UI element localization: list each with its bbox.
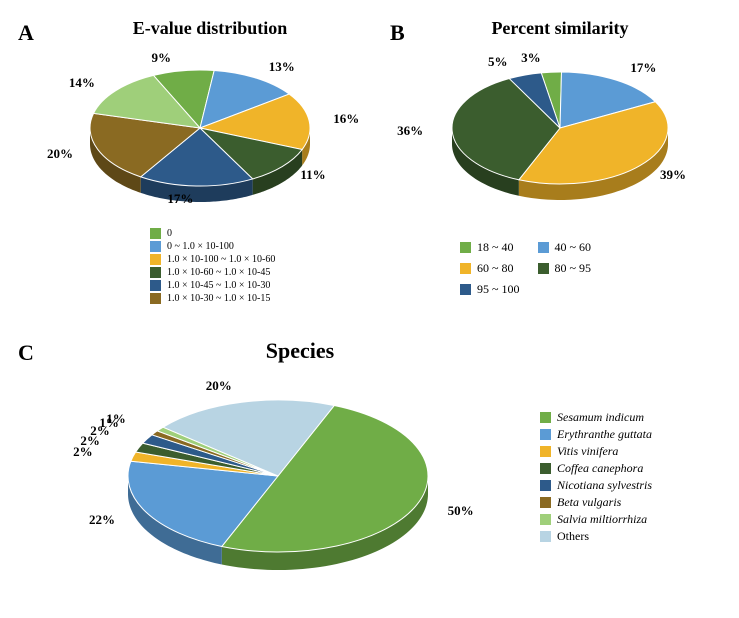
legend-swatch [460, 263, 471, 274]
panel-b-title: Percent similarity [450, 18, 670, 39]
slice-percent-label: 3% [521, 50, 541, 66]
legend-item: 0 ~ 1.0 × 10-100 [150, 241, 275, 252]
legend-label: Erythranthe guttata [557, 427, 652, 442]
legend-label: 1.0 × 10-45 ~ 1.0 × 10-30 [167, 280, 270, 291]
legend-swatch [540, 429, 551, 440]
legend-swatch [540, 412, 551, 423]
legend-label: 0 [167, 228, 172, 239]
legend-item: 1.0 × 10-30 ~ 1.0 × 10-15 [150, 293, 275, 304]
legend-item: 18 ~ 40 [460, 240, 520, 255]
slice-percent-label: 17% [630, 60, 656, 76]
legend-swatch [150, 228, 161, 239]
slice-percent-label: 17% [167, 191, 193, 207]
slice-percent-label: 39% [660, 167, 686, 183]
panel-a-pie [70, 50, 330, 220]
slice-percent-label: 5% [488, 54, 508, 70]
legend-label: 1.0 × 10-30 ~ 1.0 × 10-15 [167, 293, 270, 304]
slice-percent-label: 20% [47, 146, 73, 162]
slice-percent-label: 1% [106, 411, 126, 427]
panel-c-label: C [18, 340, 34, 366]
legend-swatch [538, 263, 549, 274]
legend-swatch [150, 254, 161, 265]
legend-label: Salvia miltiorrhiza [557, 512, 647, 527]
legend-item: Vitis vinifera [540, 444, 652, 459]
legend-label: 1.0 × 10-100 ~ 1.0 × 10-60 [167, 254, 275, 265]
legend-label: Others [557, 529, 589, 544]
legend-item: Coffea canephora [540, 461, 652, 476]
legend-swatch [150, 241, 161, 252]
panel-c-pie [100, 380, 440, 590]
legend-item: 1.0 × 10-60 ~ 1.0 × 10-45 [150, 267, 275, 278]
legend-swatch [540, 531, 551, 542]
legend-swatch [150, 280, 161, 291]
slice-percent-label: 9% [151, 50, 171, 66]
panel-c-legend: Sesamum indicum Erythranthe guttata Vitis … [540, 410, 652, 546]
legend-label: Sesamum indicum [557, 410, 644, 425]
panel-b-label: B [390, 20, 405, 46]
legend-label: 40 ~ 60 [555, 240, 592, 255]
legend-swatch [540, 480, 551, 491]
legend-item: 1.0 × 10-100 ~ 1.0 × 10-60 [150, 254, 275, 265]
slice-percent-label: 50% [448, 503, 474, 519]
panel-c-title: Species [230, 338, 370, 364]
legend-label: 1.0 × 10-60 ~ 1.0 × 10-45 [167, 267, 270, 278]
legend-item: 80 ~ 95 [538, 261, 592, 276]
panel-b-legend: 18 ~ 40 40 ~ 60 60 ~ 80 80 ~ 95 95 ~ 100 [460, 240, 591, 299]
legend-swatch [540, 497, 551, 508]
legend-item: 0 [150, 228, 275, 239]
slice-percent-label: 14% [69, 75, 95, 91]
legend-swatch [538, 242, 549, 253]
legend-item: Erythranthe guttata [540, 427, 652, 442]
panel-a-title: E-value distribution [90, 18, 330, 39]
legend-item: 95 ~ 100 [460, 282, 520, 297]
slice-percent-label: 22% [89, 512, 115, 528]
legend-label: 95 ~ 100 [477, 282, 520, 297]
legend-item: Nicotiana sylvestris [540, 478, 652, 493]
legend-label: Nicotiana sylvestris [557, 478, 652, 493]
legend-item: 60 ~ 80 [460, 261, 520, 276]
slice-percent-label: 11% [300, 167, 325, 183]
legend-item: Beta vulgaris [540, 495, 652, 510]
slice-percent-label: 20% [206, 378, 232, 394]
legend-label: 0 ~ 1.0 × 10-100 [167, 241, 234, 252]
legend-swatch [150, 267, 161, 278]
slice-percent-label: 13% [269, 59, 295, 75]
legend-swatch [150, 293, 161, 304]
slice-percent-label: 36% [397, 123, 423, 139]
pie-a-svg [70, 50, 330, 220]
legend-item: Others [540, 529, 652, 544]
legend-swatch [460, 242, 471, 253]
legend-label: Vitis vinifera [557, 444, 618, 459]
legend-label: Coffea canephora [557, 461, 643, 476]
legend-swatch [460, 284, 471, 295]
legend-item: Sesamum indicum [540, 410, 652, 425]
legend-swatch [540, 463, 551, 474]
legend-label: 18 ~ 40 [477, 240, 514, 255]
legend-item: 1.0 × 10-45 ~ 1.0 × 10-30 [150, 280, 275, 291]
legend-label: 60 ~ 80 [477, 261, 514, 276]
legend-label: 80 ~ 95 [555, 261, 592, 276]
legend-label: Beta vulgaris [557, 495, 621, 510]
legend-swatch [540, 514, 551, 525]
panel-a-label: A [18, 20, 34, 46]
pie-c-svg [100, 380, 440, 590]
legend-item: 40 ~ 60 [538, 240, 592, 255]
figure-root: A E-value distribution 9% 13% 16% 11% 17% 20%… [10, 10, 729, 608]
legend-item: Salvia miltiorrhiza [540, 512, 652, 527]
panel-a-legend: 0 0 ~ 1.0 × 10-100 1.0 × 10-100 ~ 1.0 × 10… [150, 228, 275, 306]
slice-percent-label: 16% [333, 111, 359, 127]
legend-swatch [540, 446, 551, 457]
